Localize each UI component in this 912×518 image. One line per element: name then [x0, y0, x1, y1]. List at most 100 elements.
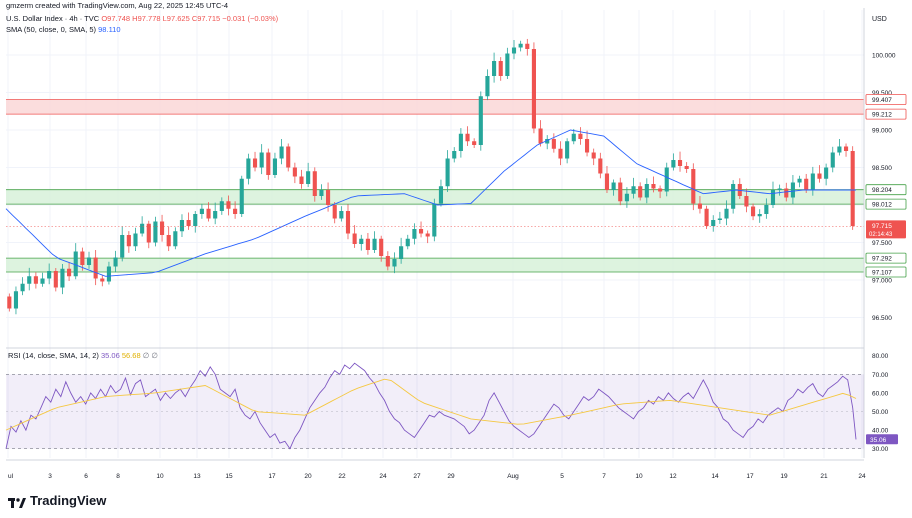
tradingview-logo[interactable]: TradingView: [8, 493, 106, 508]
candle-body: [206, 208, 211, 219]
time-axis-tick-label: 7: [602, 473, 606, 480]
time-axis-tick-label: 10: [635, 473, 643, 480]
bar-countdown-label: 02:14:43: [869, 232, 893, 238]
last-price-tag: [866, 220, 906, 239]
candle-body: [843, 146, 849, 151]
time-axis-tick-label: 27: [413, 473, 421, 480]
candle-body: [399, 246, 404, 259]
candle-body: [372, 238, 377, 250]
candle-body: [697, 203, 703, 209]
candle-body: [425, 233, 430, 237]
candle-body: [93, 257, 98, 279]
candle-body: [47, 271, 52, 279]
candle-body: [790, 182, 795, 198]
candle-body: [379, 238, 384, 256]
time-axis-tick-label: 15: [225, 473, 233, 480]
time-axis-tick-label: 29: [447, 473, 455, 480]
candle-body: [824, 167, 829, 179]
sma-line: [5, 129, 856, 277]
candle-body: [598, 158, 603, 174]
sma-label[interactable]: SMA (50, close, 0, SMA, 5): [6, 25, 97, 34]
candle-body: [445, 158, 450, 187]
price-level-label: 98.012: [872, 202, 892, 209]
candle-body: [279, 146, 284, 159]
candle-body: [332, 205, 337, 219]
candle-body: [20, 283, 25, 292]
time-axis-tick-label: 24: [379, 473, 387, 480]
time-axis-tick-label: 20: [304, 473, 312, 480]
candle-body: [551, 139, 556, 149]
candle-body: [691, 169, 696, 204]
currency-label[interactable]: USD: [872, 16, 887, 23]
candle-body: [631, 186, 636, 194]
rsi-last-tag: [866, 434, 898, 445]
rsi-label[interactable]: RSI (14, close, SMA, 14, 2): [8, 351, 99, 360]
candle-body: [604, 173, 610, 190]
time-axis-tick-label: 8: [116, 473, 120, 480]
candle-body: [7, 296, 12, 309]
price-level-tag: [865, 94, 907, 105]
candle-body: [465, 133, 470, 142]
candle-body: [13, 291, 19, 309]
time-axis-tick-label: ul: [8, 473, 14, 480]
candle-body: [106, 266, 111, 282]
candle-body: [804, 178, 809, 190]
candle-body: [545, 139, 550, 144]
candle-body: [40, 278, 45, 284]
candle-body: [485, 76, 490, 97]
rsi-last-label: 35.06: [870, 437, 887, 444]
price-axis-tick-label: 97.500: [872, 240, 892, 247]
price-level-label: 99.212: [872, 112, 892, 119]
time-axis-tick-label: 21: [820, 473, 828, 480]
candle-body: [345, 211, 351, 234]
price-level-label: 97.292: [872, 256, 892, 263]
candle-body: [438, 186, 444, 204]
candle-body: [33, 276, 38, 284]
candle-body: [584, 139, 590, 153]
candle-body: [432, 203, 437, 237]
candle-body: [292, 167, 297, 177]
candle-body: [359, 238, 364, 244]
symbol-title[interactable]: U.S. Dollar Index · 4h · TVC: [6, 14, 100, 23]
candle-body: [306, 171, 311, 184]
rsi-legend: RSI (14, close, SMA, 14, 2) 35.06 56.68 …: [8, 351, 158, 360]
candle-body: [140, 223, 145, 234]
time-axis-tick-label: 5: [560, 473, 564, 480]
time-axis-tick-label: 10: [156, 473, 164, 480]
price-level-tag: [865, 198, 907, 210]
candle-body: [611, 182, 616, 190]
candle-body: [651, 184, 656, 189]
candle-body: [418, 229, 424, 234]
price-level-tag: [865, 252, 907, 264]
support-zone: [6, 189, 864, 205]
candle-body: [538, 128, 543, 144]
candle-body: [219, 201, 224, 211]
candle-body: [352, 233, 357, 244]
candle-body: [498, 61, 503, 76]
resistance-zone: [6, 99, 864, 115]
price-axis-tick-label: 96.500: [872, 315, 892, 322]
candle-body: [239, 178, 244, 214]
candle-body: [53, 271, 58, 288]
price-axis-tick-label: 97.000: [872, 278, 892, 285]
rsi-value: 35.06: [100, 351, 120, 360]
candle-body: [531, 49, 536, 129]
candle-body: [166, 235, 171, 247]
candle-body: [638, 186, 643, 198]
candle-body: [784, 188, 789, 198]
candle-body: [704, 208, 709, 226]
price-axis-tick-label: 98.500: [872, 165, 892, 172]
rsi-ma-value: 56.68: [121, 351, 141, 360]
candle-body: [100, 278, 105, 282]
rsi-extra: ∅ ∅: [142, 351, 158, 360]
candle-body: [60, 268, 65, 288]
candle-body: [193, 214, 198, 226]
candle-body: [312, 171, 317, 196]
time-axis-tick-label: 14: [711, 473, 719, 480]
candle-body: [744, 196, 749, 207]
candle-body: [233, 208, 238, 214]
candle-body: [412, 229, 417, 239]
candle-body: [558, 148, 563, 159]
